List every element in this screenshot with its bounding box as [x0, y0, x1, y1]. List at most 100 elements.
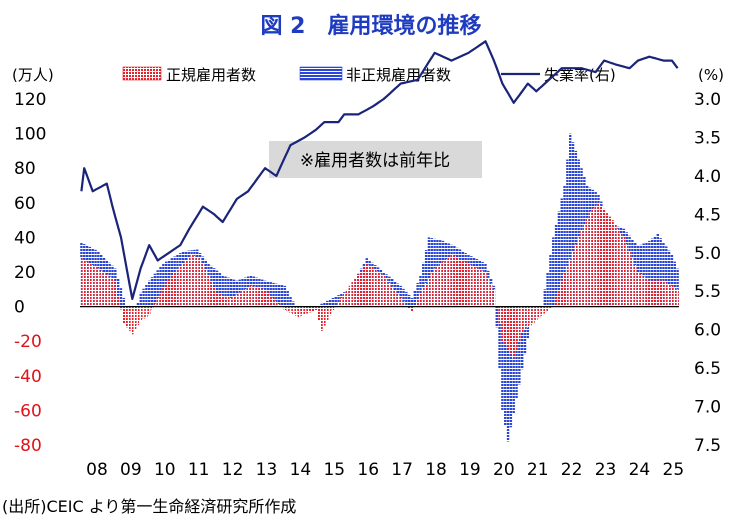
- bar: [297, 306, 301, 317]
- bar: [244, 289, 247, 307]
- bar: [235, 280, 239, 307]
- bar: [667, 250, 671, 307]
- bar: [309, 306, 312, 313]
- x-tick-label: 15: [323, 460, 345, 480]
- bar: [439, 263, 442, 307]
- bar: [277, 284, 281, 307]
- bar: [557, 289, 561, 307]
- bar: [670, 285, 674, 307]
- bar: [229, 297, 233, 307]
- bar: [142, 288, 145, 307]
- bar: [300, 306, 304, 316]
- legend-regular-label: 正規雇用者数: [166, 66, 256, 84]
- bar: [286, 306, 289, 312]
- left-tick-label: -40: [14, 367, 42, 387]
- bar: [648, 280, 651, 307]
- bar: [602, 209, 606, 307]
- bar: [320, 303, 323, 307]
- bar: [441, 261, 445, 307]
- bar: [619, 233, 623, 307]
- bar: [164, 282, 168, 307]
- bar: [184, 260, 188, 307]
- left-tick-label: -60: [14, 401, 42, 421]
- bar: [520, 306, 524, 370]
- right-axis-ticks: 3.0 3.5 4.0 4.5 5.0 5.5 6.0 6.5 7.0 7.5: [694, 90, 721, 456]
- bar: [224, 295, 227, 307]
- left-tick-label: 0: [14, 298, 25, 318]
- bar: [639, 274, 643, 307]
- bar: [210, 281, 213, 307]
- bar: [676, 289, 679, 307]
- bar: [484, 272, 487, 307]
- bar: [359, 270, 363, 307]
- bar: [608, 216, 611, 307]
- bar: [181, 263, 185, 307]
- bar: [187, 257, 190, 307]
- bar: [543, 306, 546, 314]
- bar: [136, 301, 140, 307]
- bar: [218, 273, 222, 307]
- source-note: (出所)CEIC より第一生命経済研究所作成: [2, 497, 296, 516]
- bar: [393, 290, 397, 307]
- bar: [492, 289, 496, 307]
- bar: [173, 272, 176, 307]
- left-axis-ticks: 120 100 80 60 40 20 0 -20 -40 -60 -80: [14, 90, 46, 456]
- bar: [546, 306, 549, 312]
- bar: [97, 268, 100, 307]
- bar: [577, 237, 580, 307]
- bar: [241, 291, 244, 307]
- bar: [450, 254, 453, 307]
- bar: [605, 213, 609, 307]
- bar: [204, 269, 207, 307]
- bar: [653, 280, 657, 307]
- bar: [91, 265, 94, 307]
- bar: [650, 238, 654, 307]
- x-tick-label: 10: [154, 460, 176, 480]
- bar: [176, 269, 179, 307]
- bar: [136, 306, 140, 326]
- bar: [670, 254, 674, 307]
- bar: [410, 297, 414, 307]
- unemployment-line: [80, 40, 679, 300]
- x-tick-label: 21: [527, 460, 549, 480]
- left-tick-label: -80: [14, 436, 42, 456]
- bar: [396, 294, 400, 307]
- bar: [371, 267, 374, 307]
- bar: [430, 238, 433, 307]
- bar: [444, 259, 448, 307]
- right-tick-label: 4.0: [694, 167, 721, 187]
- bar: [585, 217, 589, 307]
- bar: [116, 278, 120, 307]
- bar: [659, 280, 662, 307]
- bar: [571, 142, 575, 307]
- right-axis-unit: (%): [698, 66, 724, 84]
- bar: [196, 257, 199, 307]
- bar: [162, 263, 165, 307]
- bar: [277, 304, 281, 307]
- bar: [563, 273, 566, 307]
- bar: [402, 301, 405, 307]
- bar: [198, 258, 202, 307]
- bar: [560, 280, 563, 307]
- bar: [410, 306, 414, 312]
- annotation-text: ※雇用者数は前年比: [300, 151, 450, 171]
- bar: [481, 270, 484, 307]
- regular-bars: [80, 202, 679, 359]
- bar: [504, 306, 507, 346]
- x-tick-label: 18: [425, 460, 447, 480]
- bar: [512, 306, 515, 413]
- bar: [569, 259, 572, 307]
- bar: [504, 306, 507, 426]
- bar: [221, 275, 224, 307]
- bar: [142, 306, 145, 319]
- bar: [119, 306, 123, 310]
- bar: [238, 292, 241, 307]
- bar: [642, 276, 645, 307]
- bar: [213, 286, 216, 307]
- bar: [133, 306, 137, 330]
- left-tick-label: 80: [14, 159, 36, 179]
- chart-title: 図 2 雇用環境の推移: [261, 13, 482, 39]
- bar: [416, 299, 419, 307]
- bar: [407, 294, 411, 307]
- bar: [577, 159, 580, 307]
